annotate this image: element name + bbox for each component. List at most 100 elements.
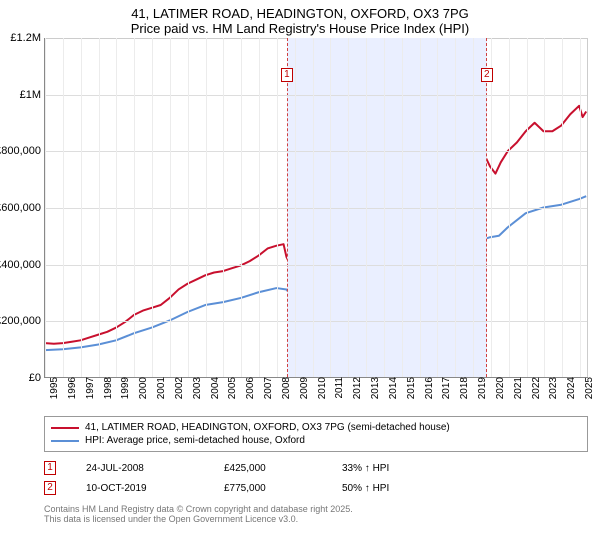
gridline-v — [259, 38, 260, 377]
gridline-v — [402, 38, 403, 377]
gridline-v — [81, 38, 82, 377]
x-tick-label: 2018 — [455, 377, 470, 399]
gridline-h — [45, 95, 588, 96]
gridline-v — [473, 38, 474, 377]
gridline-v — [206, 38, 207, 377]
gridline-v — [134, 38, 135, 377]
x-tick-label: 2000 — [134, 377, 149, 399]
sale-delta: 50% ↑ HPI — [342, 483, 462, 494]
gridline-v — [562, 38, 563, 377]
x-tick-label: 2011 — [330, 377, 345, 399]
y-tick-label: £600,000 — [0, 202, 45, 214]
gridline-h — [45, 208, 588, 209]
gridline-v — [170, 38, 171, 377]
gridline-v — [455, 38, 456, 377]
gridline-v — [313, 38, 314, 377]
gridline-v — [241, 38, 242, 377]
gridline-v — [277, 38, 278, 377]
legend-item: 41, LATIMER ROAD, HEADINGTON, OXFORD, OX… — [51, 421, 581, 434]
x-tick-label: 1998 — [99, 377, 114, 399]
x-tick-label: 2019 — [473, 377, 488, 399]
legend-swatch — [51, 427, 79, 429]
title-address: 41, LATIMER ROAD, HEADINGTON, OXFORD, OX… — [0, 6, 600, 21]
chart-title: 41, LATIMER ROAD, HEADINGTON, OXFORD, OX… — [0, 0, 600, 38]
x-tick-label: 2010 — [313, 377, 328, 399]
legend-label: 41, LATIMER ROAD, HEADINGTON, OXFORD, OX… — [85, 422, 450, 433]
legend-label: HPI: Average price, semi-detached house,… — [85, 435, 305, 446]
gridline-v — [99, 38, 100, 377]
x-tick-label: 2015 — [402, 377, 417, 399]
sale-price: £425,000 — [224, 463, 324, 474]
x-tick-label: 2017 — [437, 377, 452, 399]
sale-row-marker: 1 — [44, 461, 56, 475]
gridline-v — [544, 38, 545, 377]
sales-table: 1 24-JUL-2008 £425,000 33% ↑ HPI 2 10-OCT-201… — [44, 458, 588, 498]
legend-swatch — [51, 440, 79, 442]
gridline-h — [45, 265, 588, 266]
gridline-v — [527, 38, 528, 377]
x-tick-label: 2007 — [259, 377, 274, 399]
sale-marker-2: 2 — [481, 68, 493, 82]
x-tick-label: 2004 — [206, 377, 221, 399]
sale-date: 24-JUL-2008 — [86, 463, 206, 474]
y-tick-label: £200,000 — [0, 315, 45, 327]
x-tick-label: 1995 — [45, 377, 60, 399]
house-price-chart: 41, LATIMER ROAD, HEADINGTON, OXFORD, OX… — [0, 0, 600, 524]
x-tick-label: 2025 — [580, 377, 595, 399]
x-tick-label: 1999 — [116, 377, 131, 399]
x-tick-label: 2006 — [241, 377, 256, 399]
y-tick-label: £1M — [20, 89, 45, 101]
gridline-v — [330, 38, 331, 377]
x-tick-label: 2020 — [491, 377, 506, 399]
x-tick-label: 2024 — [562, 377, 577, 399]
x-tick-label: 2013 — [366, 377, 381, 399]
x-tick-label: 2012 — [348, 377, 363, 399]
x-tick-label: 1996 — [63, 377, 78, 399]
gridline-v — [45, 38, 46, 377]
footer-line1: Contains HM Land Registry data © Crown c… — [44, 504, 588, 514]
x-tick-label: 2023 — [544, 377, 559, 399]
gridline-v — [384, 38, 385, 377]
gridline-v — [63, 38, 64, 377]
legend: 41, LATIMER ROAD, HEADINGTON, OXFORD, OX… — [44, 416, 588, 452]
y-tick-label: £400,000 — [0, 259, 45, 271]
gridline-v — [116, 38, 117, 377]
gridline-v — [580, 38, 581, 377]
sale-date: 10-OCT-2019 — [86, 483, 206, 494]
gridline-v — [295, 38, 296, 377]
x-tick-label: 2022 — [527, 377, 542, 399]
x-tick-label: 2003 — [188, 377, 203, 399]
gridline-h — [45, 151, 588, 152]
x-tick-label: 2009 — [295, 377, 310, 399]
sale-delta: 33% ↑ HPI — [342, 463, 462, 474]
x-tick-label: 2002 — [170, 377, 185, 399]
x-tick-label: 2008 — [277, 377, 292, 399]
gridline-h — [45, 321, 588, 322]
x-tick-label: 2016 — [420, 377, 435, 399]
sale-price: £775,000 — [224, 483, 324, 494]
gridline-v — [420, 38, 421, 377]
y-tick-label: £1.2M — [10, 32, 45, 44]
legend-item: HPI: Average price, semi-detached house,… — [51, 434, 581, 447]
y-tick-label: £800,000 — [0, 145, 45, 157]
gridline-v — [491, 38, 492, 377]
x-tick-label: 2005 — [223, 377, 238, 399]
footer-line2: This data is licensed under the Open Gov… — [44, 514, 588, 524]
plot-area: £0£200,000£400,000£600,000£800,000£1M£1.… — [44, 38, 588, 378]
footer-attribution: Contains HM Land Registry data © Crown c… — [44, 504, 588, 524]
y-tick-label: £0 — [29, 372, 45, 384]
gridline-v — [223, 38, 224, 377]
gridline-v — [509, 38, 510, 377]
x-tick-label: 2021 — [509, 377, 524, 399]
gridline-v — [188, 38, 189, 377]
sale-row-marker: 2 — [44, 481, 56, 495]
sale-row: 1 24-JUL-2008 £425,000 33% ↑ HPI — [44, 458, 588, 478]
x-tick-label: 2001 — [152, 377, 167, 399]
gridline-v — [366, 38, 367, 377]
sale-marker-1: 1 — [281, 68, 293, 82]
title-subtitle: Price paid vs. HM Land Registry's House … — [0, 21, 600, 36]
sale-row: 2 10-OCT-2019 £775,000 50% ↑ HPI — [44, 478, 588, 498]
gridline-v — [437, 38, 438, 377]
x-tick-label: 1997 — [81, 377, 96, 399]
gridline-v — [348, 38, 349, 377]
